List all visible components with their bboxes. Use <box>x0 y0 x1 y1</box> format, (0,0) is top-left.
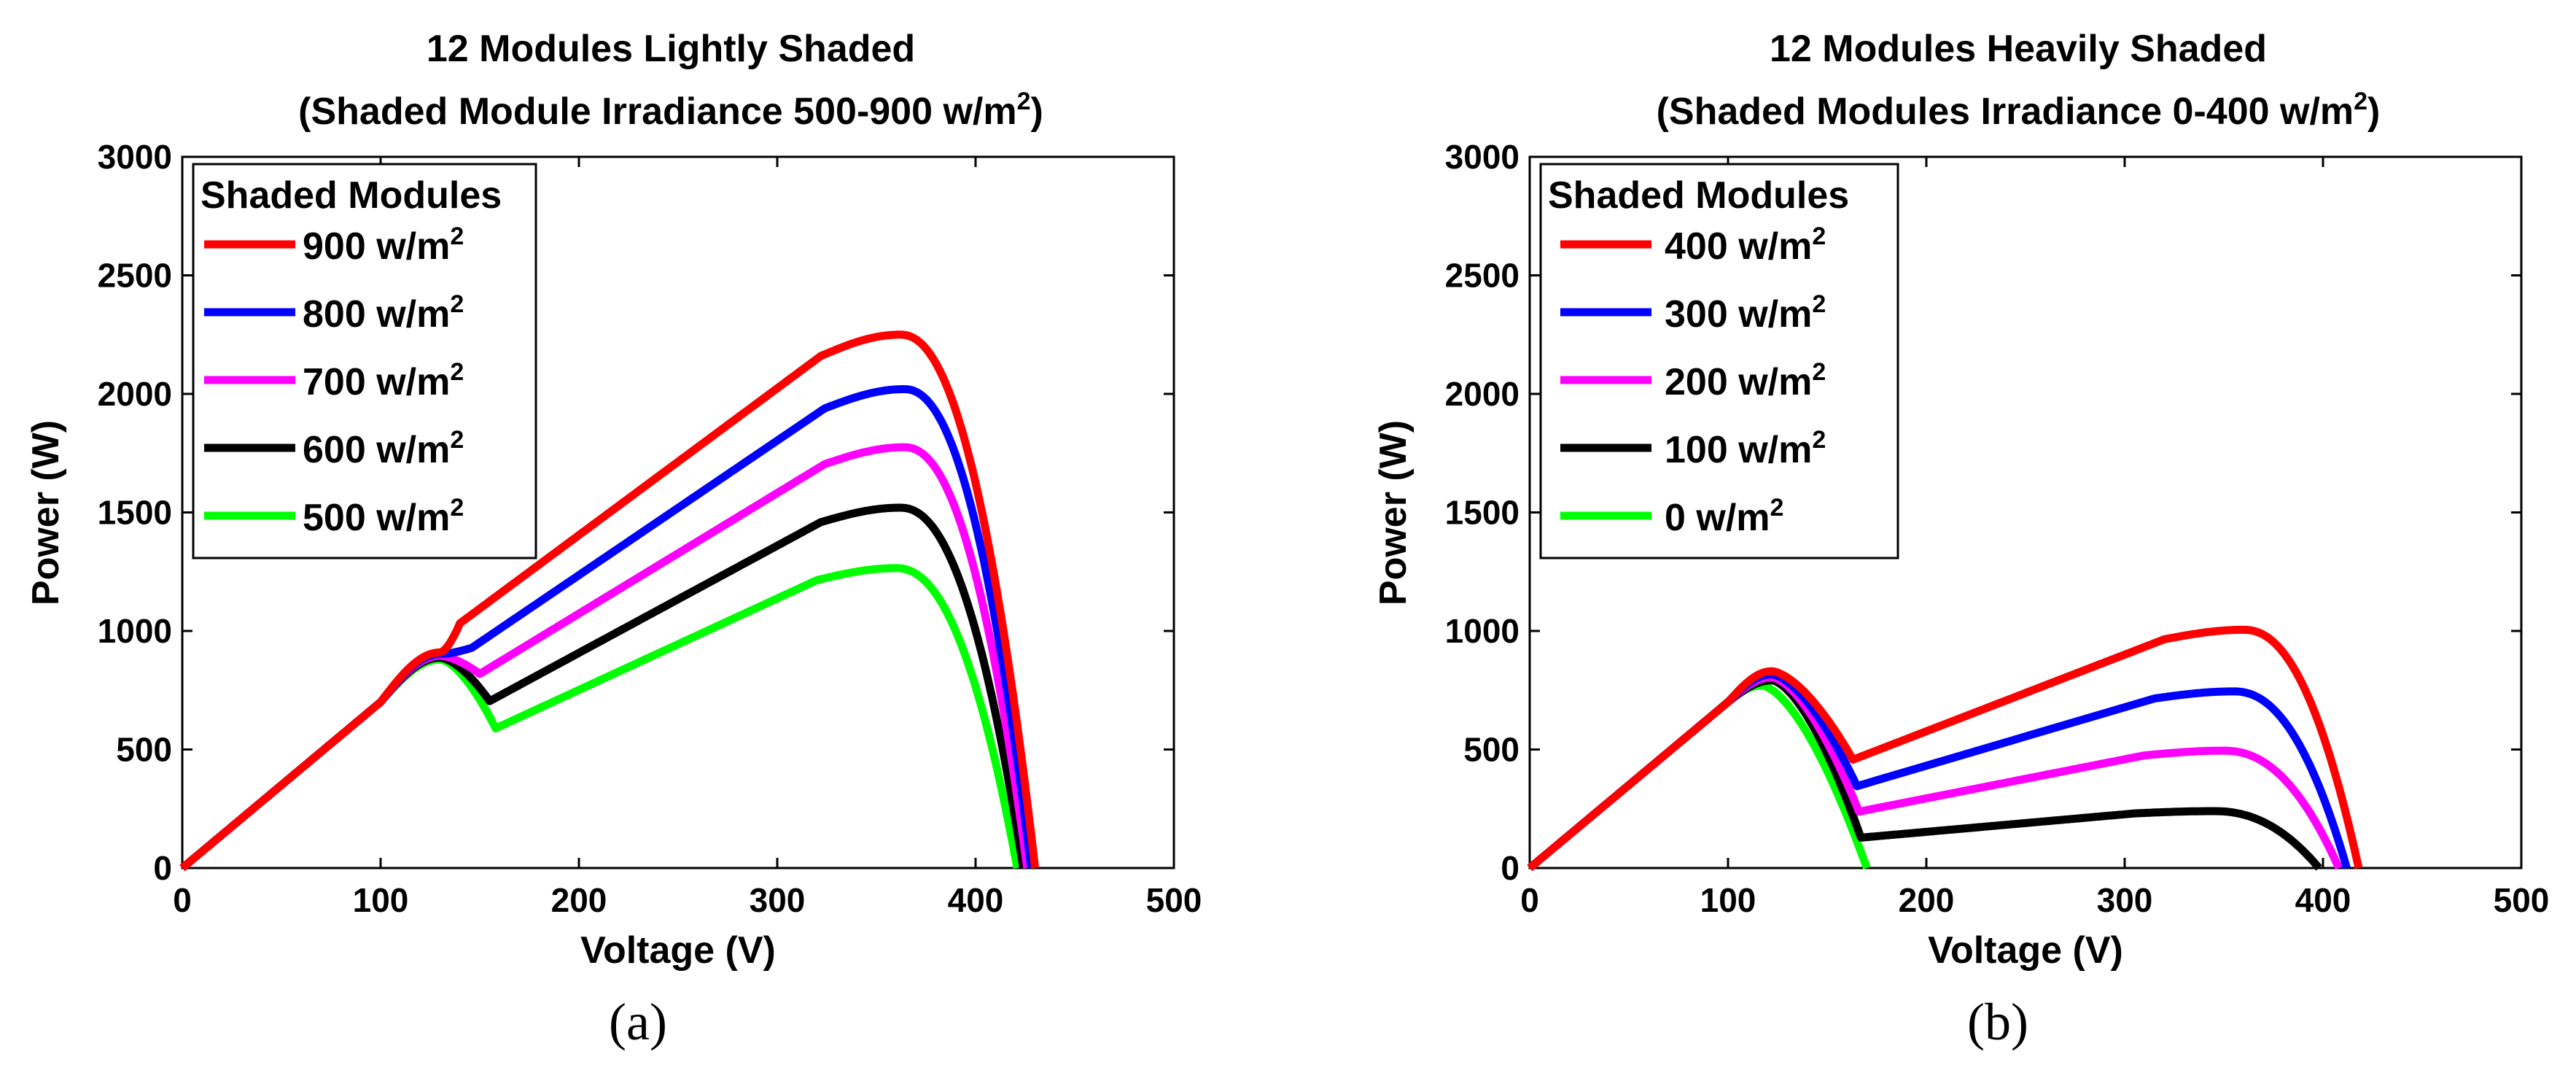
chart-b-ticks: 0 100 200 300 400 500 0 500 1000 1500 2000 2500 3000 <box>1445 138 2550 919</box>
y-tick-label: 2500 <box>1445 257 1519 295</box>
x-tick-label: 0 <box>173 881 192 919</box>
chart-b-ylabel: Power (W) <box>1372 420 1415 605</box>
x-tick-label: 100 <box>353 881 409 919</box>
chart-b-legend-title: Shaded Modules <box>1548 174 1849 217</box>
chart-b-legend-label-100: 100 w/m2 <box>1665 426 1826 471</box>
chart-a-legend: Shaded Modules 900 w/m2 800 w/m2 700 w/m… <box>192 163 537 559</box>
x-tick-label: 300 <box>2097 881 2153 919</box>
y-tick-label: 3000 <box>98 138 172 176</box>
chart-b-legend-label-0: 0 w/m2 <box>1665 494 1783 539</box>
y-tick-label: 500 <box>116 731 172 769</box>
y-tick-label: 1500 <box>1445 494 1519 532</box>
x-tick-label: 500 <box>1146 881 1202 919</box>
chart-b: 12 Modules Heavily Shaded (Shaded Module… <box>1372 28 2549 1051</box>
chart-b-title-line2: (Shaded Modules Irradiance 0-400 w/m2) <box>1657 88 2381 133</box>
chart-a-legend-label-700: 700 w/m2 <box>303 358 464 403</box>
chart-b-legend-label-200: 200 w/m2 <box>1665 358 1826 403</box>
chart-b-caption: (b) <box>1967 993 2028 1051</box>
chart-b-legend-box <box>1539 163 1899 559</box>
y-tick-label: 2500 <box>98 257 172 295</box>
chart-a-legend-box <box>192 163 537 559</box>
chart-a-ylabel: Power (W) <box>25 420 67 605</box>
x-tick-label: 0 <box>1520 881 1539 919</box>
y-tick-label: 1000 <box>1445 612 1519 650</box>
chart-a-title-line2: (Shaded Module Irradiance 500-900 w/m2) <box>298 88 1043 133</box>
y-tick-label: 2000 <box>1445 375 1519 413</box>
chart-a-legend-label-900: 900 w/m2 <box>303 222 464 268</box>
x-tick-label: 200 <box>551 881 607 919</box>
x-tick-label: 300 <box>750 881 806 919</box>
chart-a-xlabel: Voltage (V) <box>580 929 776 972</box>
chart-b-title-line1: 12 Modules Heavily Shaded <box>1770 28 2267 70</box>
chart-a-ticks: 0 100 200 300 400 500 0 500 1000 1500 2000 2500 3000 <box>98 138 1202 919</box>
x-tick-label: 400 <box>948 881 1004 919</box>
x-tick-label: 400 <box>2295 881 2351 919</box>
chart-a-lines <box>179 330 1040 872</box>
x-tick-label: 200 <box>1899 881 1955 919</box>
y-tick-label: 500 <box>1463 731 1519 769</box>
chart-a-legend-label-800: 800 w/m2 <box>303 290 464 336</box>
y-tick-label: 0 <box>153 849 172 887</box>
chart-b-legend-label-400: 400 w/m2 <box>1665 222 1826 268</box>
chart-b-xlabel: Voltage (V) <box>1928 929 2123 972</box>
chart-a-legend-label-500: 500 w/m2 <box>303 494 464 539</box>
y-tick-label: 1000 <box>98 612 172 650</box>
x-tick-label: 500 <box>2494 881 2550 919</box>
y-tick-label: 3000 <box>1445 138 1519 176</box>
y-tick-label: 2000 <box>98 375 172 413</box>
chart-a-caption: (a) <box>609 993 667 1051</box>
chart-a: 12 Modules Lightly Shaded (Shaded Module… <box>25 28 1202 1051</box>
series-line-400w <box>1527 625 2363 872</box>
x-tick-label: 100 <box>1700 881 1756 919</box>
series-line-900w <box>179 330 1040 872</box>
chart-b-legend-label-300: 300 w/m2 <box>1665 290 1826 336</box>
chart-a-title-line1: 12 Modules Lightly Shaded <box>427 28 915 70</box>
chart-a-legend-title: Shaded Modules <box>201 174 502 217</box>
y-tick-label: 0 <box>1501 849 1519 887</box>
chart-b-lines <box>1527 625 2363 872</box>
chart-a-legend-label-600: 600 w/m2 <box>303 426 464 471</box>
y-tick-label: 1500 <box>98 494 172 532</box>
chart-b-legend: Shaded Modules 400 w/m2 300 w/m2 200 w/m… <box>1539 163 1899 559</box>
